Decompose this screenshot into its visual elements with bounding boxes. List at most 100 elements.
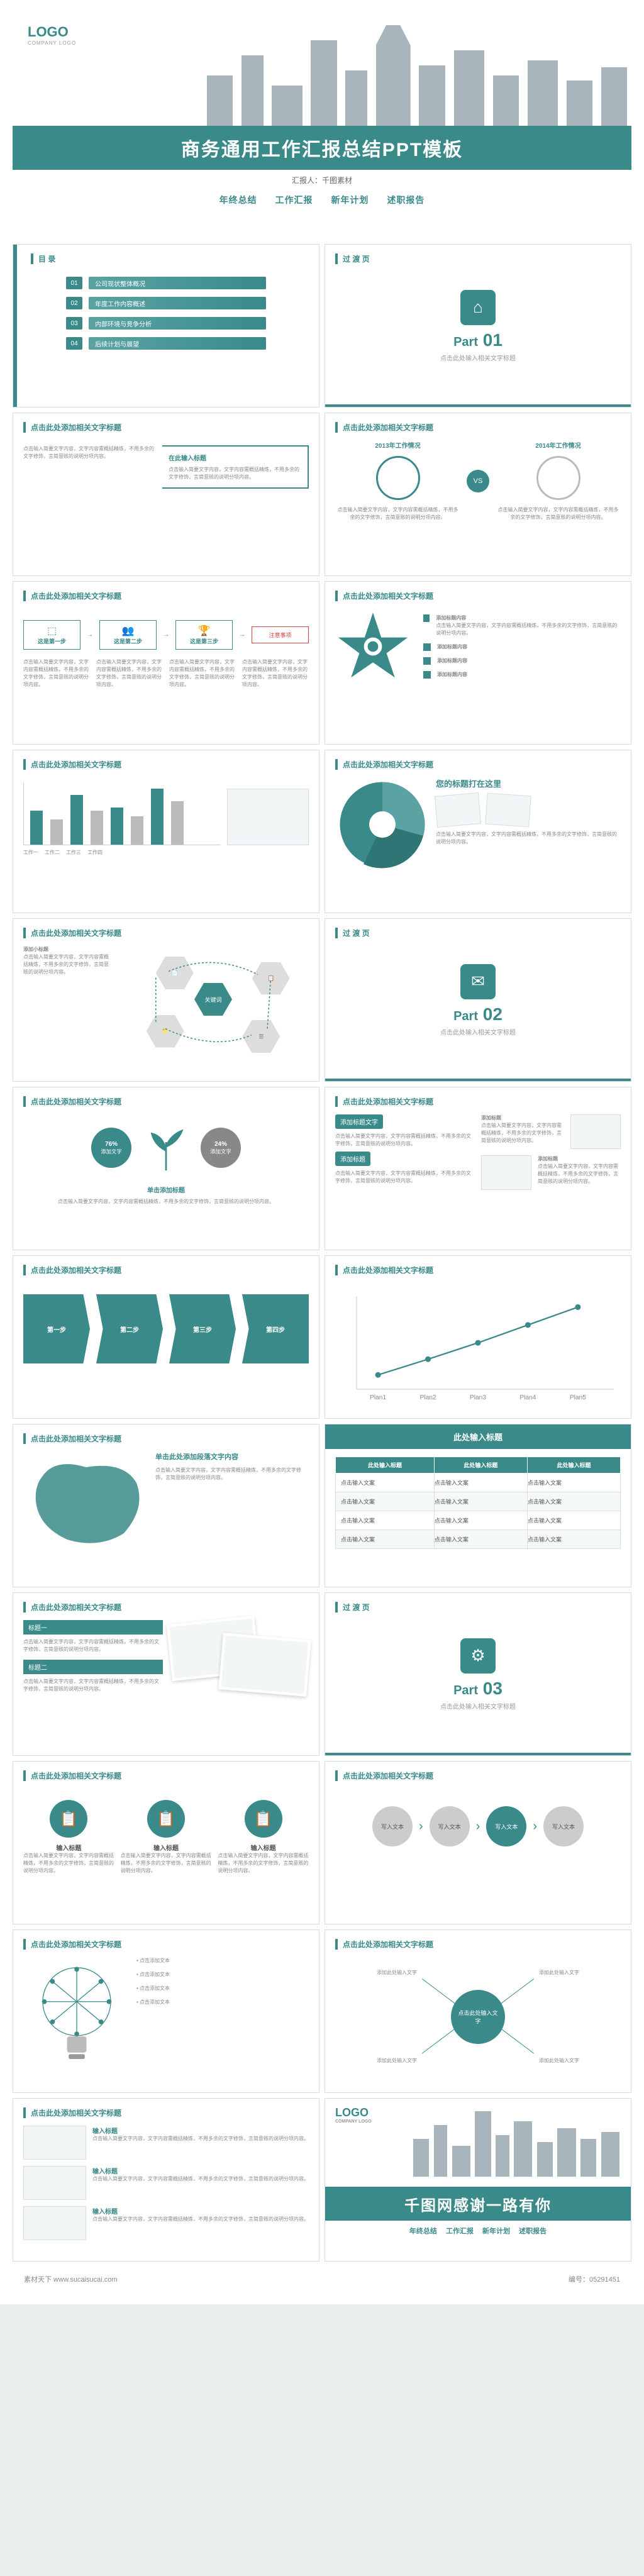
- china-map: [23, 1452, 149, 1552]
- pie-title: 您的标题打在这里: [436, 777, 621, 789]
- cover-slide: LOGO COMPANY LOGO 商务通用工作汇报总结PPT模板 汇报人：千图…: [13, 13, 631, 239]
- photo-placeholder: [481, 1155, 531, 1190]
- circles4-slide: 点击此处添加相关文字标题 写入文本 › 写入文本 › 写入文本 › 写入文本: [325, 1761, 631, 1924]
- closing-slide: LOGOCOMPANY LOGO 千图网感谢一路有你 年终总结 工作汇报 新年计…: [325, 2098, 631, 2262]
- skyline-graphic: [198, 25, 631, 126]
- steps4-slide: 点击此处添加相关文字标题 第一步 第二步 第三步 第四步: [13, 1255, 319, 1419]
- table-title: 此处输入标题: [325, 1424, 631, 1449]
- photo-placeholder: [435, 792, 481, 828]
- map-slide: 点击此处添加相关文字标题 单击此处添加段落文字内容 点击输入简要文字内容，文字内…: [13, 1424, 319, 1587]
- bar-chart: [23, 782, 221, 845]
- tag: 年终总结: [219, 195, 257, 205]
- photo-placeholder: [23, 2126, 86, 2160]
- section-01: 过 渡 页 ⌂ Part 01 点击此处输入相关文字标题: [325, 244, 631, 408]
- svg-text:Plan2: Plan2: [419, 1394, 436, 1401]
- photo-placeholder: [23, 2166, 86, 2200]
- tag-box: 添加标题文字: [335, 1114, 383, 1129]
- chat-icon: ✉: [460, 964, 496, 999]
- process3-slide: 点击此处添加相关文字标题 📋输入标题点击输入简要文字内容，文字内容需概括精炼，不…: [13, 1761, 319, 1924]
- contents-heading: 目 录: [31, 253, 309, 264]
- logo-sub: COMPANY LOGO: [28, 40, 76, 46]
- section-hint: 点击此处输入相关文字标题: [440, 353, 516, 362]
- steps-slide: 点击此处添加相关文字标题 ⬚这是第一步 → 👥这是第二步 → 🏆这是第三步 → …: [13, 581, 319, 745]
- photo-placeholder: [23, 2206, 86, 2240]
- cover-reporter: 汇报人：千图素材: [13, 175, 631, 186]
- gear-icon: ⚙: [460, 1638, 496, 1674]
- contents-item: 04后续计划与展望: [66, 337, 266, 350]
- slide-heading: 点击此处添加相关文字标题: [335, 1265, 621, 1275]
- section-part: Part 02: [453, 1004, 502, 1024]
- meta-id: 编号：05291451: [569, 2274, 620, 2284]
- star-slide: 点击此处添加相关文字标题 添加标题内容点击输入简要文字内容，文字内容需概括精炼，…: [325, 581, 631, 745]
- closing-logo: LOGOCOMPANY LOGO: [335, 2106, 372, 2124]
- line-chart: Plan1Plan2Plan3Plan4Plan5: [335, 1289, 621, 1404]
- slide-heading: 点击此处添加相关文字标题: [335, 759, 621, 770]
- slide-heading: 点击此处添加相关文字标题: [23, 1096, 309, 1107]
- closing-tags: 年终总结 工作汇报 新年计划 述职报告: [325, 2226, 631, 2236]
- slide-heading: 点击此处添加相关文字标题: [23, 928, 309, 938]
- closing-thanks: 千图网感谢一路有你: [325, 2187, 631, 2221]
- col-heading: 标题一: [23, 1620, 163, 1635]
- section-hint: 点击此处输入相关文字标题: [440, 1701, 516, 1711]
- svg-text:Plan1: Plan1: [370, 1394, 386, 1401]
- section-part: Part 01: [453, 330, 502, 350]
- transition-label: 过 渡 页: [335, 928, 370, 938]
- step-note: 注意事项: [252, 626, 309, 643]
- pie-chart: [335, 777, 430, 872]
- pct-below: 单击添加标题: [23, 1185, 309, 1194]
- tag-box: 添加标题: [335, 1152, 370, 1166]
- body-text: 点击输入简要文字内容，文字内容需概括精炼，不用多余的文字修饰，言简意赅的说明分项…: [23, 445, 156, 489]
- contents-slide: 目 录 01公司现状整体概况 02年度工作内容概述 03内部环境与竞争分析 04…: [13, 244, 319, 408]
- page-meta: 素材天下 www.sucaisucai.com 编号：05291451: [13, 2267, 631, 2292]
- transition-label: 过 渡 页: [335, 1602, 370, 1613]
- step: ⬚这是第一步: [23, 620, 80, 650]
- compare-left: 2013年工作情况: [335, 440, 460, 450]
- skyline-graphic: [402, 2107, 631, 2177]
- photo-placeholder: [218, 1633, 311, 1697]
- vs-badge: VS: [467, 470, 489, 492]
- compare-slide: 点击此处添加相关文字标题 2013年工作情况 点击输入简要文字内容，文字内容需概…: [325, 413, 631, 576]
- contents-item: 02年度工作内容概述: [66, 297, 266, 309]
- finaldiagram-slide: 点击此处添加相关文字标题 点击此处输入文字 添加此处输入文字 添加此处输入文字 …: [325, 1929, 631, 2093]
- slide-heading: 点击此处添加相关文字标题: [23, 1433, 309, 1444]
- slide-heading: 点击此处添加相关文字标题: [335, 591, 621, 601]
- step: 👥这是第二步: [99, 620, 157, 650]
- barchart-slide: 点击此处添加相关文字标题 工作一 工作二 工作三 工作四: [13, 750, 319, 913]
- box-text: 点击输入简要文字内容，文字内容需概括精炼，不用多余的文字修饰，言简意赅的说明分项…: [169, 466, 301, 481]
- contents-item: 01公司现状整体概况: [66, 277, 266, 289]
- twocol-slide: 点击此处添加相关文字标题 标题一 点击输入简要文字内容，文字内容需概括精炼，不用…: [13, 1592, 319, 1756]
- plant-icon: [138, 1119, 194, 1176]
- tag: 工作汇报: [275, 195, 313, 205]
- tag: 述职报告: [387, 195, 425, 205]
- section-hint: 点击此处输入相关文字标题: [440, 1027, 516, 1036]
- step: 🏆这是第三步: [175, 620, 233, 650]
- photo-placeholder: [485, 793, 531, 828]
- slide-heading: 点击此处添加相关文字标题: [335, 1939, 621, 1950]
- slide-heading: 点击此处添加相关文字标题: [23, 759, 309, 770]
- photo-placeholder: [227, 789, 309, 845]
- slide-heading: 点击此处添加相关文字标题: [23, 1265, 309, 1275]
- slide-heading: 点击此处添加相关文字标题: [23, 1770, 309, 1781]
- slide-heading: 点击此处添加相关文字标题: [23, 1939, 309, 1950]
- tag: 新年计划: [331, 195, 369, 205]
- box-heading: 在此输入标题: [169, 453, 301, 462]
- map-title: 单击此处添加段落文字内容: [155, 1452, 309, 1462]
- meta-source: 素材天下 www.sucaisucai.com: [24, 2274, 118, 2284]
- svg-text:Plan5: Plan5: [570, 1394, 586, 1401]
- textphoto-slide: 点击此处添加相关文字标题 添加标题文字 点击输入简要文字内容，文字内容需概括精炼…: [325, 1087, 631, 1250]
- star-icon: [335, 609, 411, 684]
- bulb-icon: [23, 1957, 130, 2070]
- photo-placeholder: [570, 1114, 621, 1149]
- col-heading: 标题二: [23, 1660, 163, 1674]
- bracket-slide: 点击此处添加相关文字标题 点击输入简要文字内容，文字内容需概括精炼，不用多余的文…: [13, 413, 319, 576]
- table-slide: 此处输入标题 此处输入标题此处输入标题此处输入标题 点击输入文案点击输入文案点击…: [325, 1424, 631, 1587]
- pct-slide: 点击此处添加相关文字标题 76%添加文字 24%添加文字 单击添加标题 点击输入…: [13, 1087, 319, 1250]
- svg-text:Plan3: Plan3: [470, 1394, 486, 1401]
- bulb-slide: 点击此处添加相关文字标题 • 点击添加文本 • 点击添加文本 • 点击添加文本 …: [13, 1929, 319, 2093]
- logo-text: LOGO: [28, 24, 69, 40]
- pie-slide: 点击此处添加相关文字标题 您的标题打在这里 点击输入简要文字内容，文字内容需概括…: [325, 750, 631, 913]
- linechart-slide: 点击此处添加相关文字标题 Plan1Plan2Plan3Plan4Plan5: [325, 1255, 631, 1419]
- slide-heading: 点击此处添加相关文字标题: [335, 422, 621, 433]
- cover-title: 商务通用工作汇报总结PPT模板: [13, 126, 631, 170]
- section-03: 过 渡 页 ⚙ Part 03 点击此处输入相关文字标题: [325, 1592, 631, 1756]
